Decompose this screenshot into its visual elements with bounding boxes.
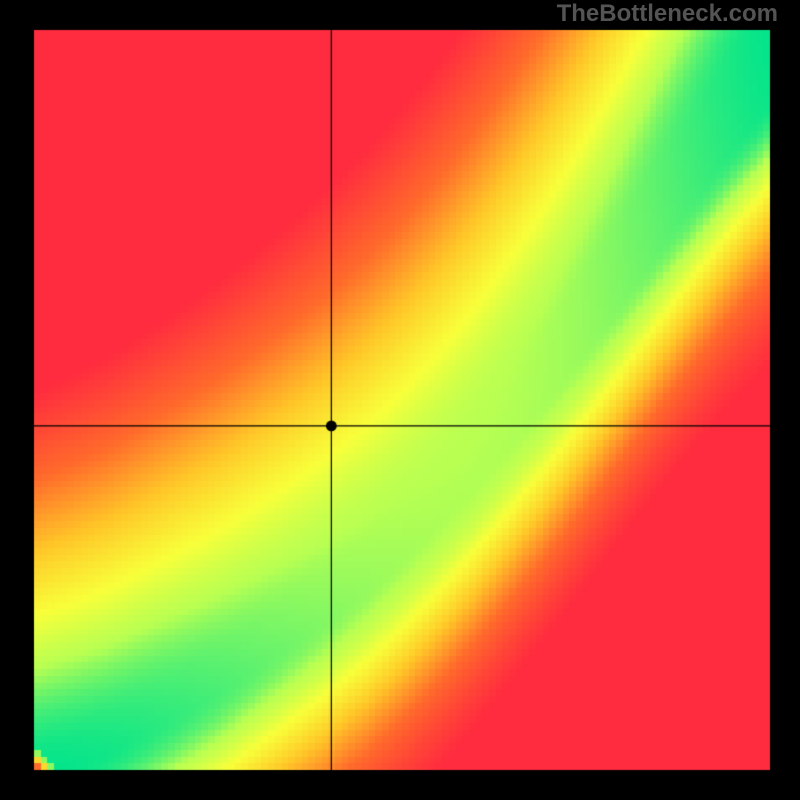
chart-container: TheBottleneck.com	[0, 0, 800, 800]
bottleneck-heatmap	[0, 0, 800, 800]
watermark-text: TheBottleneck.com	[557, 0, 778, 28]
